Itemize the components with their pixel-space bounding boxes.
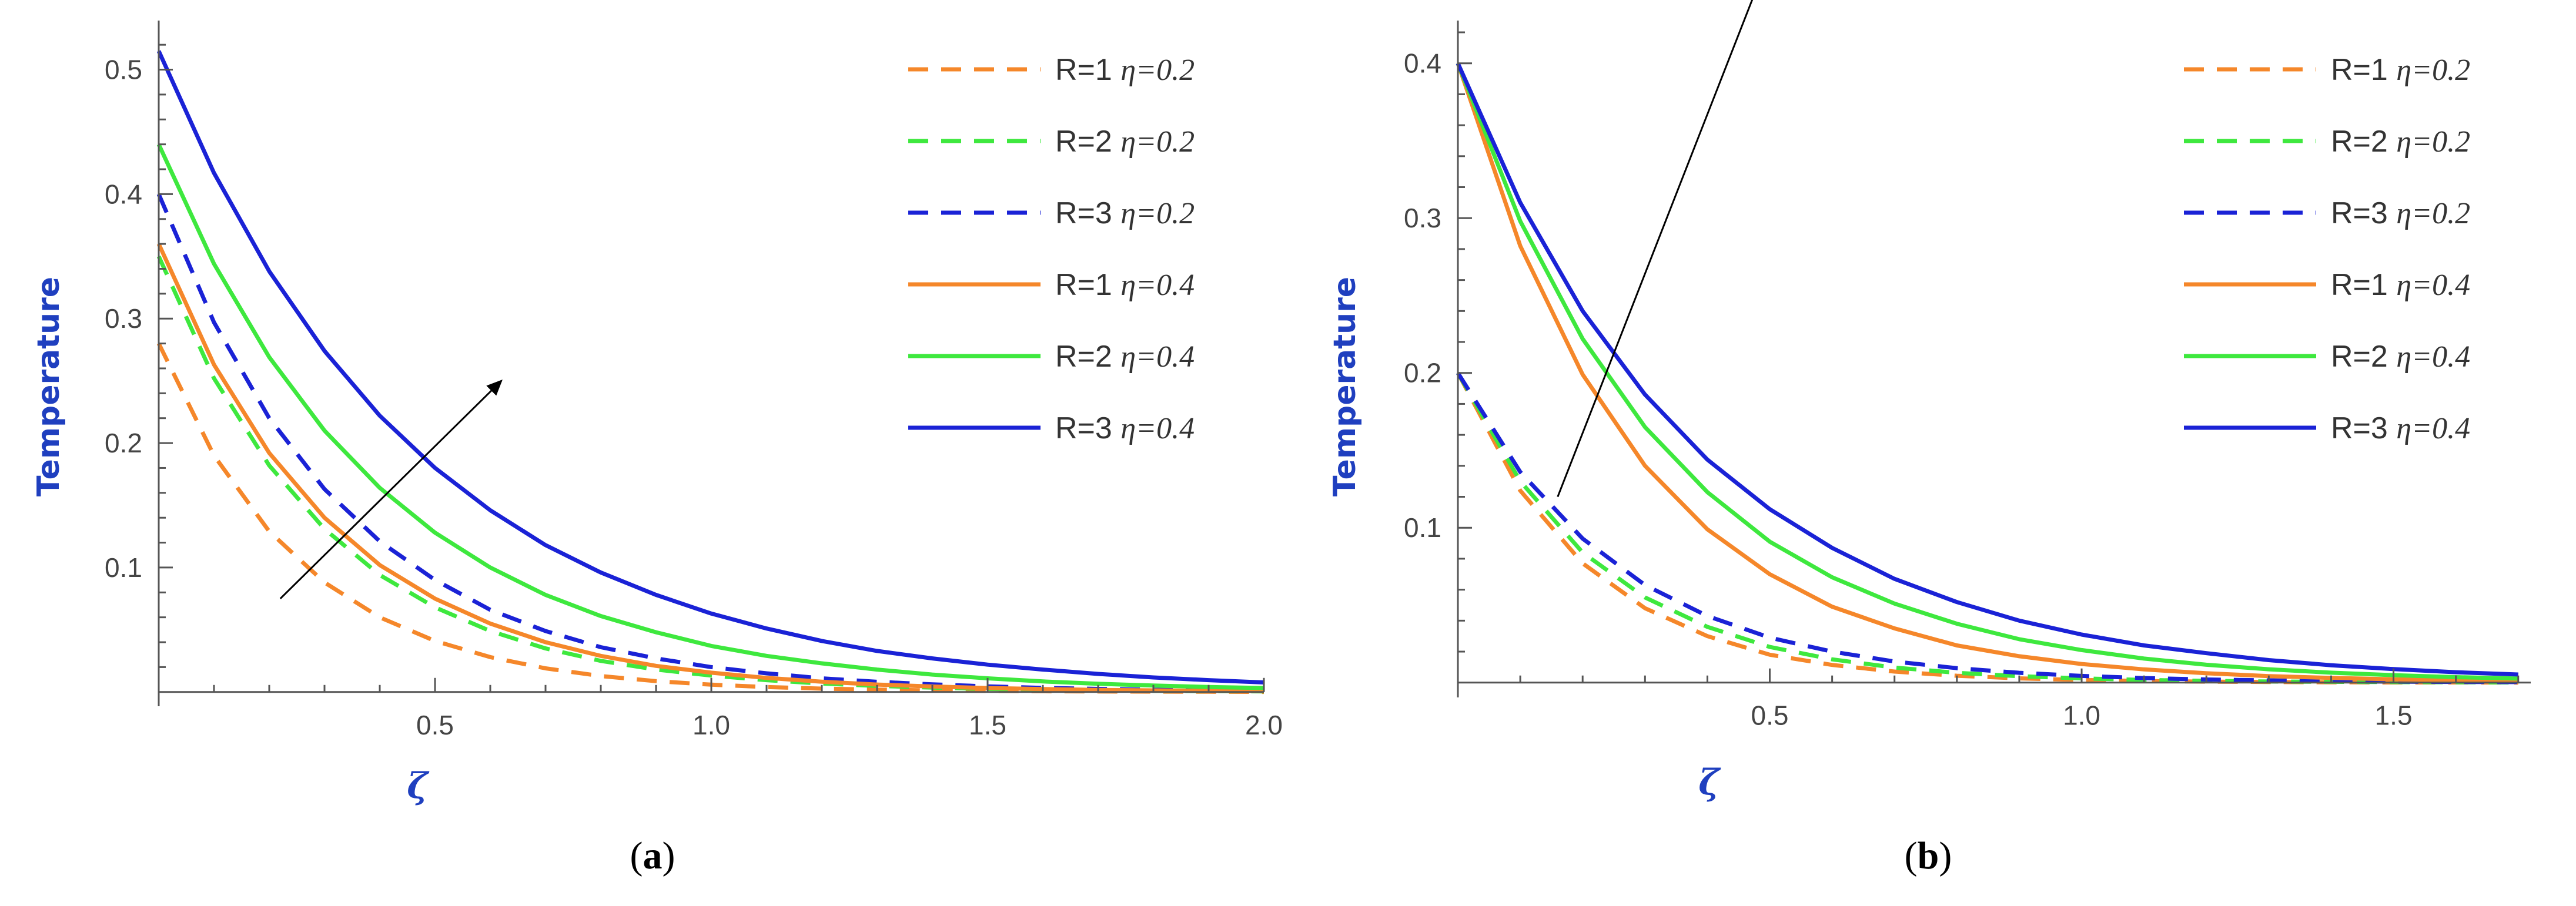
series-line	[1456, 62, 2518, 683]
legend-entry: R=3 η=0.4	[2184, 411, 2470, 445]
legend-label: R=3 η=0.4	[2331, 411, 2470, 445]
chart-panel-a: 0.5 1.0 1.5 2.00.10.20.30.40.5 Temperature …	[31, 21, 1283, 877]
x-axis-label-b: ζ	[1698, 762, 1721, 803]
y-tick-label: 0.3	[1404, 203, 1441, 233]
series-line	[1456, 371, 2518, 684]
tick-labels-b: 0.5 1.0 1.5 0.1 0.2 0.3 0.4	[1404, 48, 2412, 731]
series-line	[156, 143, 1264, 690]
chart-panel-b: 0.5 1.0 1.5 0.1 0.2 0.3 0.4 Temperature ζ R=1 …	[1327, 0, 2531, 877]
y-tick-label: 0.5	[105, 55, 142, 85]
legend-entry: R=2 η=0.2	[2184, 125, 2470, 159]
x-tick-label: 1.0	[692, 710, 730, 740]
legend-label: R=3 η=0.4	[1055, 411, 1195, 445]
y-tick-label: 0.4	[105, 179, 142, 209]
trend-arrow-b	[1557, 0, 1754, 498]
legend-label: R=3 η=0.2	[2331, 196, 2470, 230]
legend-label: R=2 η=0.4	[2331, 340, 2470, 374]
legend-label: R=1 η=0.4	[2331, 268, 2470, 302]
y-axis-label-b: Temperature	[1327, 277, 1363, 496]
ticks-b	[1458, 31, 2520, 683]
legend-label: R=2 η=0.2	[1055, 125, 1195, 159]
series-line	[1456, 62, 2518, 677]
y-tick-label: 0.1	[105, 552, 142, 583]
series-line	[1456, 62, 2518, 681]
legend-entry: R=1 η=0.4	[2184, 268, 2470, 302]
legend-label: R=1 η=0.4	[1055, 268, 1195, 302]
legend-b: R=1 η=0.2 R=2 η=0.2 R=3 η=0.2 R=1 η=0.4 …	[2184, 53, 2470, 445]
series-line	[1456, 372, 2518, 685]
legend-entry: R=1 η=0.4	[908, 268, 1195, 302]
legend-entry: R=3 η=0.2	[2184, 196, 2470, 230]
legend-entry: R=1 η=0.2	[908, 53, 1195, 87]
series-line	[156, 50, 1264, 684]
legend-entry: R=1 η=0.2	[2184, 53, 2470, 87]
y-tick-label: 0.2	[1404, 358, 1441, 388]
legend-entry: R=3 η=0.2	[908, 196, 1195, 230]
panel-caption-b: (b)	[1905, 834, 1952, 877]
series-line	[156, 193, 1264, 693]
x-tick-label: 0.5	[1751, 700, 1789, 731]
trend-arrow-a	[279, 380, 503, 599]
y-tick-label: 0.1	[1404, 512, 1441, 543]
series-line	[156, 255, 1264, 694]
legend-label: R=1 η=0.2	[2331, 53, 2470, 87]
legend-label: R=2 η=0.4	[1055, 340, 1195, 374]
legend-entry: R=3 η=0.4	[908, 411, 1195, 445]
legend-entry: R=2 η=0.4	[908, 340, 1195, 374]
legend-label: R=2 η=0.2	[2331, 125, 2470, 159]
legend-entry: R=2 η=0.4	[2184, 340, 2470, 374]
legend-entry: R=2 η=0.2	[908, 125, 1195, 159]
legend-label: R=3 η=0.2	[1055, 196, 1195, 230]
legend-label: R=1 η=0.2	[1055, 53, 1195, 87]
series-line	[156, 243, 1264, 693]
panel-caption-a: (a)	[630, 834, 675, 877]
y-tick-label: 0.2	[105, 428, 142, 458]
y-tick-label: 0.3	[105, 303, 142, 334]
x-tick-label: 1.5	[969, 710, 1006, 740]
y-axis-label-a: Temperature	[31, 277, 66, 496]
legend-a: R=1 η=0.2 R=2 η=0.2 R=3 η=0.2 R=1 η=0.4 …	[908, 53, 1195, 445]
x-tick-label: 2.0	[1245, 710, 1283, 740]
x-tick-label: 0.5	[416, 710, 454, 740]
x-tick-label: 1.5	[2375, 700, 2413, 731]
x-tick-label: 1.0	[2063, 700, 2100, 731]
tick-labels-a: 0.5 1.0 1.5 2.0 0.1 0.2 0.3 0.4 0.5	[105, 55, 1283, 740]
x-axis-label-a: ζ	[407, 766, 430, 807]
y-tick-label: 0.4	[1404, 48, 1441, 79]
ticks-a	[159, 43, 1265, 692]
